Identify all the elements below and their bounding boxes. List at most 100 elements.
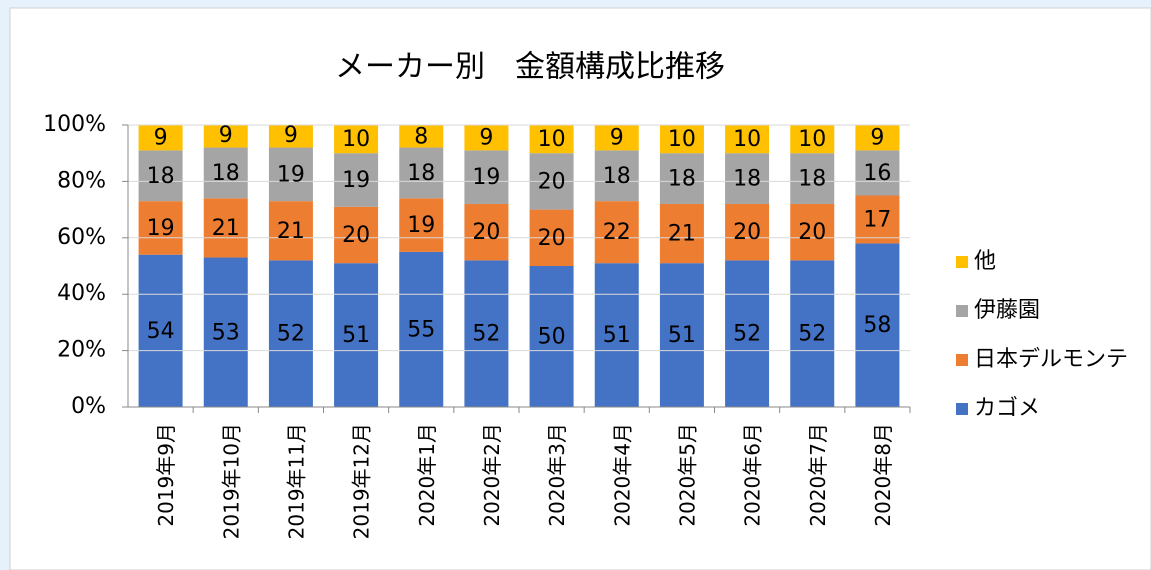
- data-label: 21: [277, 219, 305, 244]
- data-label: 10: [342, 127, 370, 152]
- bar-segment: [790, 153, 835, 204]
- bar-segment: [334, 125, 379, 154]
- bar-segment: [725, 125, 770, 154]
- bar-segment: [790, 260, 835, 407]
- data-label: 20: [472, 220, 500, 245]
- data-label: 52: [472, 322, 500, 347]
- x-tick-label: 2020年1月: [415, 423, 439, 527]
- bar-segment: [855, 150, 900, 196]
- data-label: 50: [538, 325, 566, 350]
- data-label: 19: [147, 216, 175, 241]
- x-tick-label: 2019年9月: [154, 423, 178, 527]
- x-tick-label: 2019年11月: [284, 423, 308, 539]
- bar-segment: [268, 125, 313, 148]
- data-label: 20: [798, 220, 826, 245]
- data-label: 18: [212, 161, 240, 186]
- bar-segment: [659, 153, 704, 204]
- data-label: 18: [603, 164, 631, 189]
- chart-area: [9, 7, 1151, 570]
- bar-segment: [790, 203, 835, 261]
- data-label: 18: [668, 167, 696, 192]
- bar-segment: [529, 266, 574, 407]
- x-tick-label: 2020年8月: [871, 423, 895, 527]
- x-tick-label: 2020年4月: [610, 423, 634, 527]
- data-label: 18: [407, 161, 435, 186]
- data-label: 58: [863, 313, 891, 338]
- y-tick-label: 60%: [57, 225, 106, 250]
- y-tick-label: 80%: [57, 168, 106, 193]
- data-label: 9: [154, 126, 168, 151]
- bar-segment: [594, 125, 639, 151]
- bar-segment: [334, 263, 379, 407]
- bar-segment: [138, 125, 183, 151]
- data-label: 18: [733, 167, 761, 192]
- data-label: 21: [212, 216, 240, 241]
- data-label: 51: [342, 323, 370, 348]
- data-label: 52: [798, 322, 826, 347]
- bar-segment: [659, 125, 704, 154]
- data-label: 9: [479, 126, 493, 151]
- bar-segment: [725, 153, 770, 204]
- data-label: 20: [538, 169, 566, 194]
- x-tick-label: 2020年7月: [806, 423, 830, 527]
- y-tick-label: 100%: [43, 112, 106, 137]
- data-label: 16: [863, 161, 891, 186]
- bar-segment: [138, 254, 183, 407]
- bar-segment: [725, 260, 770, 407]
- data-label: 10: [798, 127, 826, 152]
- legend-swatch: [956, 305, 968, 317]
- legend-label: 伊藤園: [974, 298, 1040, 323]
- x-tick-label: 2019年10月: [219, 423, 243, 539]
- x-tick-label: 2020年6月: [741, 423, 765, 527]
- data-label: 17: [863, 207, 891, 232]
- bar-segment: [529, 125, 574, 154]
- data-label: 10: [668, 127, 696, 152]
- bar-segment: [464, 125, 509, 151]
- data-label: 22: [603, 220, 631, 245]
- data-label: 18: [798, 167, 826, 192]
- data-label: 53: [212, 320, 240, 345]
- bar-segment: [203, 147, 248, 199]
- data-label: 54: [147, 319, 175, 344]
- legend-label: 他: [974, 249, 996, 274]
- data-label: 52: [733, 322, 761, 347]
- data-label: 8: [414, 124, 428, 149]
- data-label: 18: [147, 164, 175, 189]
- bar-segment: [594, 263, 639, 407]
- data-label: 9: [870, 126, 884, 151]
- bar-segment: [203, 198, 248, 258]
- x-tick-label: 2020年2月: [480, 423, 504, 527]
- bar-segment: [138, 201, 183, 255]
- x-tick-label: 2019年12月: [350, 423, 374, 539]
- bar-segment: [659, 203, 704, 264]
- legend-swatch: [956, 403, 968, 415]
- data-label: 9: [284, 123, 298, 148]
- bar-segment: [203, 257, 248, 407]
- bar-segment: [334, 206, 379, 264]
- plot: [138, 125, 900, 407]
- data-label: 10: [733, 127, 761, 152]
- y-tick-label: 40%: [57, 281, 106, 306]
- data-label: 51: [668, 323, 696, 348]
- bar-segment: [399, 251, 444, 407]
- bar-segment: [268, 201, 313, 261]
- bar-segment: [790, 125, 835, 154]
- data-label: 9: [610, 126, 624, 151]
- y-tick-label: 20%: [57, 338, 106, 363]
- data-label: 9: [219, 123, 233, 148]
- chart-title: メーカー別 金額構成比推移: [335, 50, 725, 85]
- bar-segment: [594, 201, 639, 264]
- data-label: 19: [342, 168, 370, 193]
- legend-swatch: [956, 354, 968, 366]
- x-tick-label: 2020年3月: [545, 423, 569, 527]
- bar-segment: [334, 153, 379, 207]
- bar-segment: [464, 150, 509, 204]
- bar-segment: [855, 243, 900, 407]
- bar-segment: [268, 260, 313, 407]
- bar-segment: [464, 203, 509, 261]
- data-label: 55: [407, 317, 435, 342]
- bar-segment: [399, 125, 444, 148]
- bar-segment: [659, 263, 704, 407]
- data-label: 20: [538, 226, 566, 251]
